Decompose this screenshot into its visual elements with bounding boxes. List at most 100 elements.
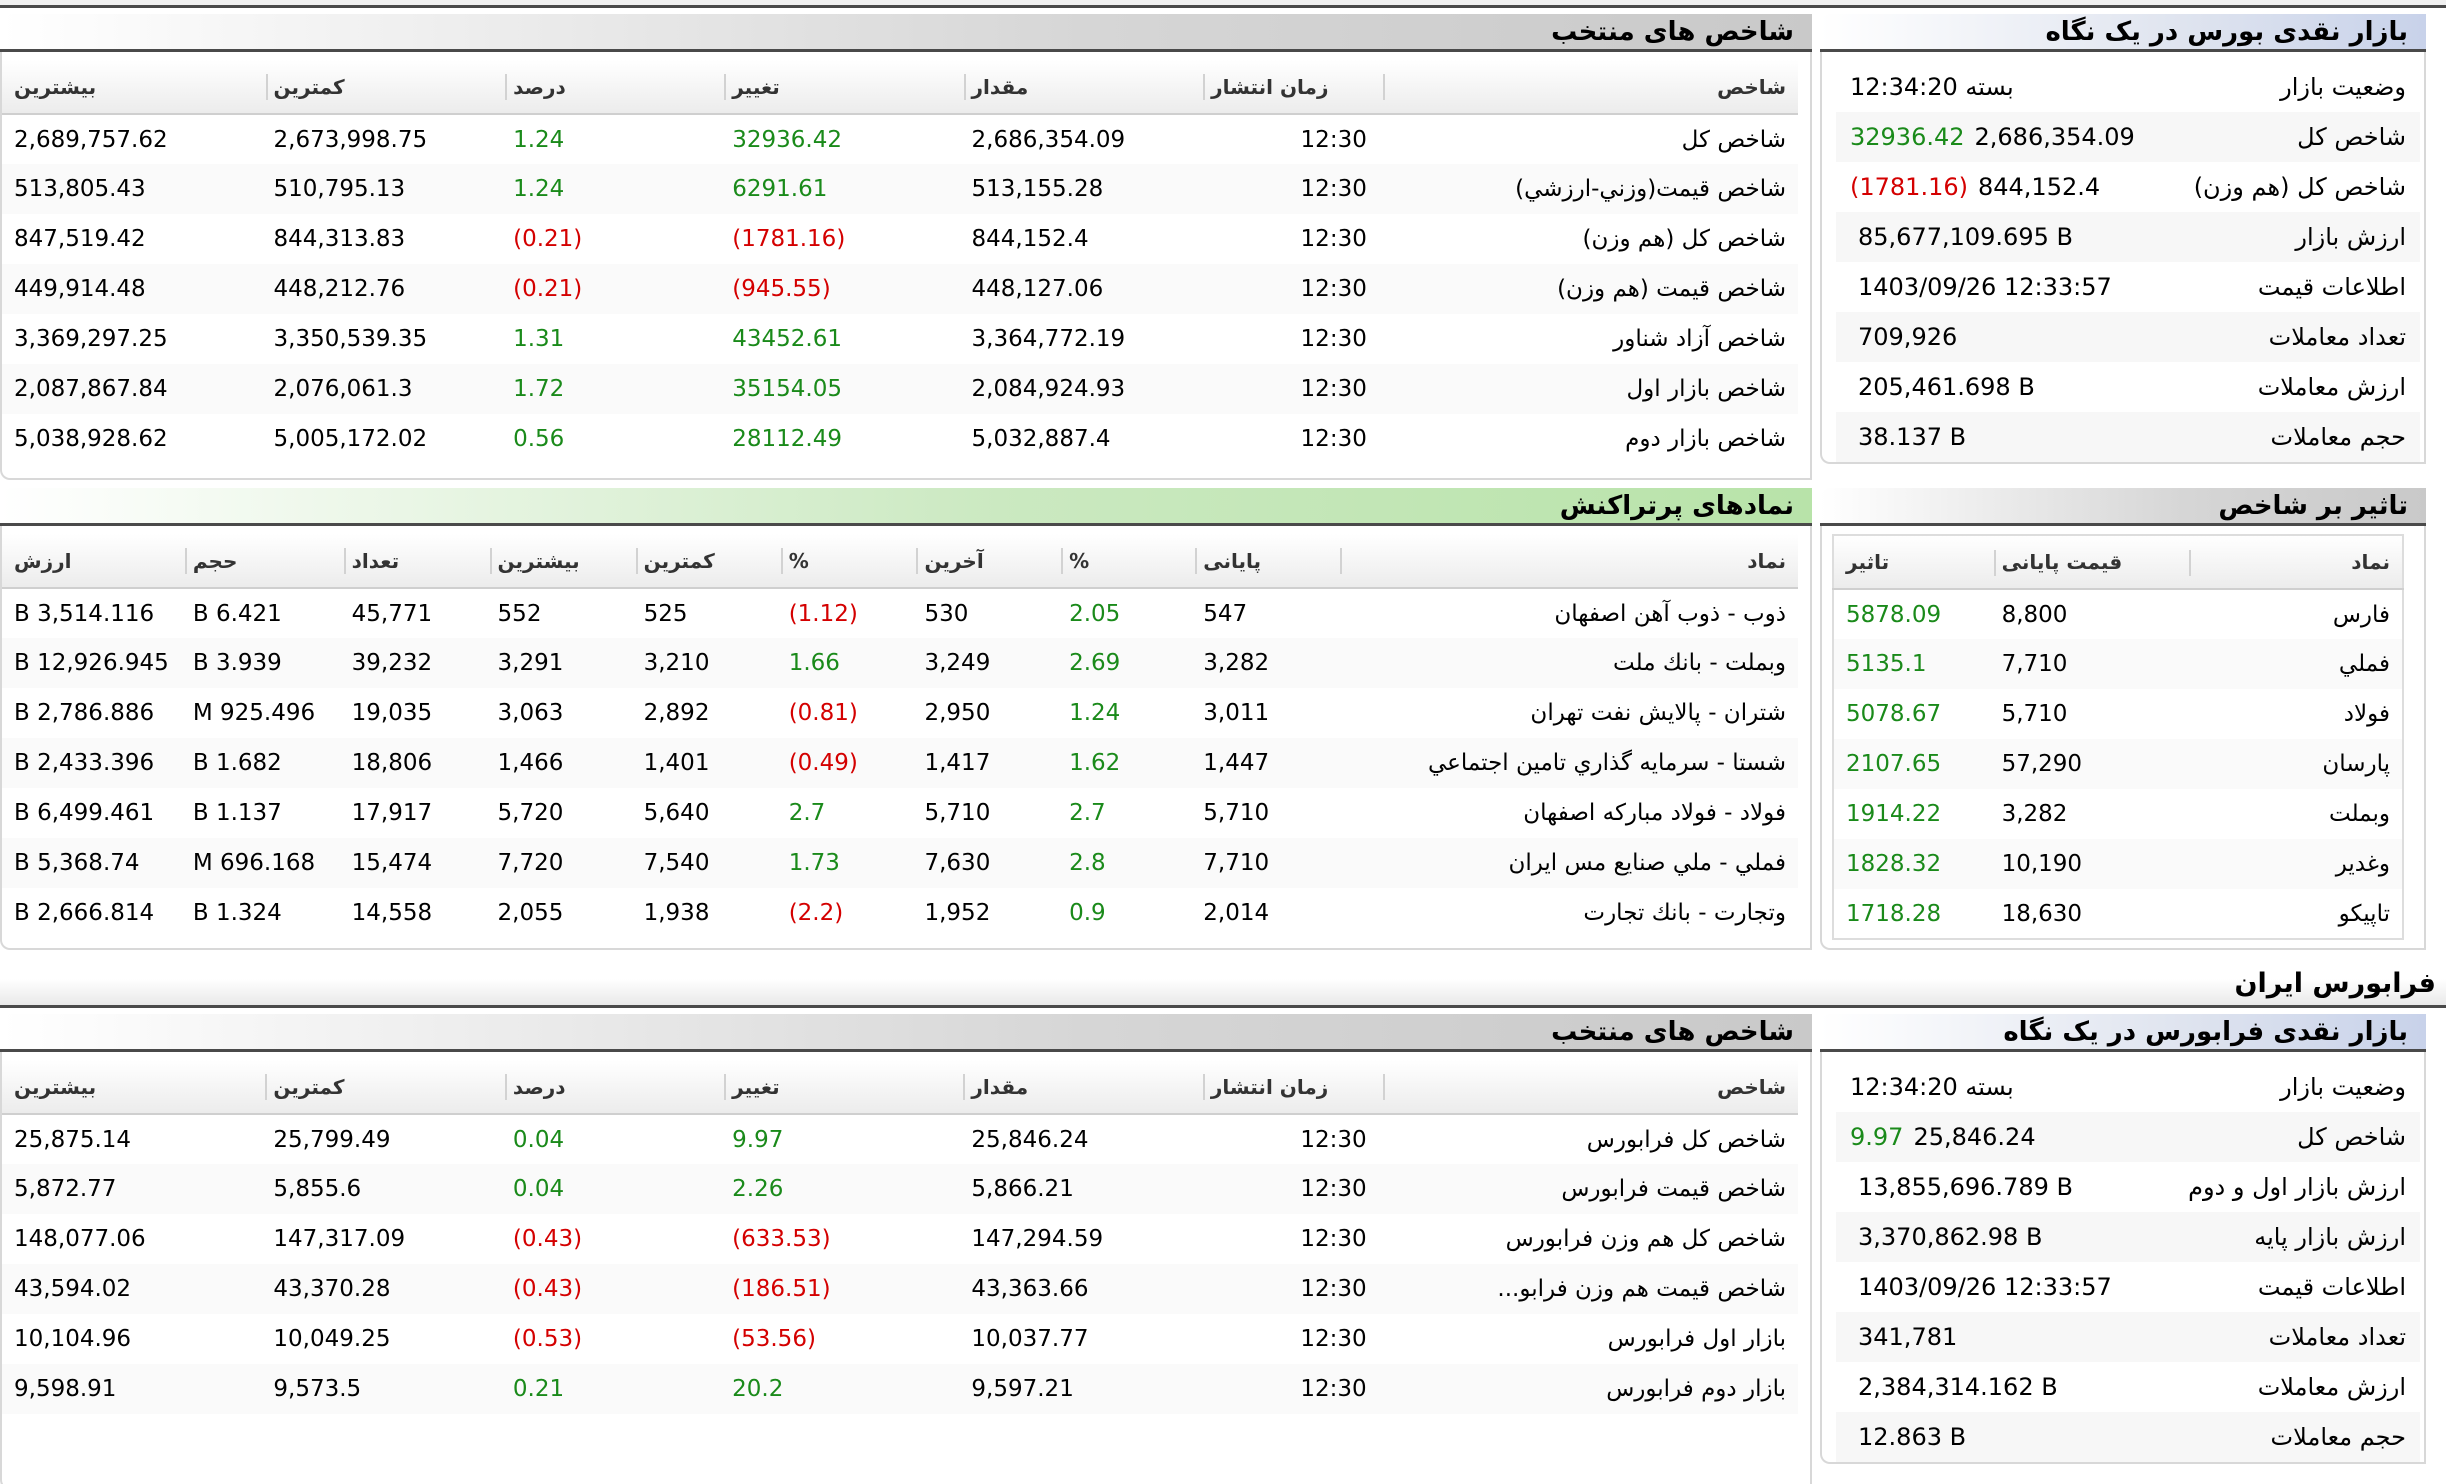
- column-header[interactable]: درصد: [501, 60, 721, 115]
- table-row[interactable]: وبملت 3,282 1914.22: [1833, 789, 2403, 839]
- table-row[interactable]: شاخص كل (هم وزن) 12:30 844,152.4 (1781.16) (…: [2, 214, 1798, 264]
- glance-label: ارزش معاملات: [2257, 1373, 2406, 1401]
- column-header[interactable]: آخرین: [912, 534, 1058, 589]
- column-header[interactable]: تغییر: [720, 60, 960, 115]
- cell-min: 10,049.25: [273, 1326, 391, 1352]
- symbol-name[interactable]: ذوب - ذوب آهن اصفهان: [1554, 600, 1786, 627]
- table-row[interactable]: بازار اول فرابورس 12:30 10,037.77 (53.56) (0…: [2, 1314, 1798, 1364]
- column-header[interactable]: تعداد: [339, 534, 486, 589]
- symbol-name[interactable]: وتجارت - بانك تجارت: [1583, 900, 1786, 926]
- column-header[interactable]: کمترین: [261, 60, 502, 115]
- index-name[interactable]: شاخص كل (هم وزن): [1582, 226, 1786, 252]
- index-name[interactable]: شاخص كل: [1681, 126, 1786, 153]
- column-header[interactable]: %: [776, 534, 913, 589]
- table-row[interactable]: وغدير 10,190 1828.32: [1833, 839, 2403, 889]
- index-name[interactable]: شاخص قيمت(وزني-ارزشي): [1378, 164, 1798, 214]
- index-name[interactable]: شاخص بازار دوم: [1625, 426, 1786, 452]
- column-header[interactable]: ارزش: [2, 534, 181, 589]
- cell-min: 43,370.28: [261, 1264, 501, 1314]
- table-row[interactable]: شاخص كل هم وزن فرابورس 12:30 147,294.59 (63…: [2, 1214, 1798, 1264]
- column-header[interactable]: بیشترین: [2, 1060, 262, 1115]
- cell-time: 12:30: [1199, 264, 1379, 314]
- symbol-name[interactable]: شستا - سرمايه گذاري تامين اجتماعي: [1335, 738, 1798, 788]
- column-header[interactable]: حجم: [180, 534, 340, 589]
- column-header[interactable]: کمترین: [631, 534, 777, 589]
- glance-label: ارزش بازار پایه: [2174, 1212, 2420, 1262]
- cell-value: 43,363.66: [959, 1264, 1199, 1314]
- table-row[interactable]: پارسان 57,290 2107.65: [1833, 739, 2403, 789]
- table-row[interactable]: شاخص قيمت هم وزن فرابو... 12:30 43,363.66(…: [2, 1264, 1798, 1314]
- index-name[interactable]: شاخص بازار اول: [1378, 364, 1798, 414]
- table-row[interactable]: فارس 8,800 5878.09: [1833, 589, 2403, 639]
- table-row[interactable]: فملي 7,710 5135.1: [1833, 639, 2403, 689]
- column-header[interactable]: کمترین: [261, 1060, 501, 1115]
- column-header[interactable]: تغییر: [720, 1060, 960, 1115]
- cell-count: 15,474: [339, 838, 486, 888]
- table-row[interactable]: بازار دوم فرابورس 12:30 9,597.21 20.2 0.21 9,…: [2, 1364, 1798, 1414]
- farabourse-glance-title: بازار نقدی فرابورس در یک نگاه: [1820, 1014, 2426, 1052]
- cell-change: 20.2: [720, 1364, 960, 1414]
- column-header[interactable]: قیمت پایانی: [1989, 535, 2185, 590]
- table-row[interactable]: شاخص آزاد شناور 12:30 3,364,772.19 43452.61…: [2, 314, 1798, 364]
- table-row[interactable]: شتران - پالايش نفت تهران 3,011 1.24 2,950 (0…: [2, 688, 1798, 738]
- index-name[interactable]: شاخص قيمت فرابورس: [1378, 1164, 1798, 1214]
- index-name[interactable]: شاخص قيمت هم وزن فرابو...: [1378, 1264, 1798, 1314]
- cell-value: 5,866.21: [959, 1164, 1199, 1214]
- column-header[interactable]: نماد: [1335, 534, 1798, 589]
- table-row[interactable]: شاخص كل 12:30 2,686,354.09 32936.42 1.24 2,67…: [2, 114, 1798, 164]
- symbol-name[interactable]: وبملت: [2328, 801, 2390, 827]
- farabourse-indices-box: شاخص زمان انتشار مقدار تغییر درصد کمترین بیشتر…: [0, 1052, 1812, 1484]
- column-header[interactable]: شاخص: [1378, 1060, 1798, 1115]
- table-row[interactable]: تاپيكو 18,630 1718.28: [1833, 889, 2403, 939]
- column-header[interactable]: زمان انتشار: [1199, 60, 1379, 115]
- index-name[interactable]: شاخص قيمت (هم وزن): [1378, 264, 1798, 314]
- cell-close: 5,710: [2001, 701, 2068, 727]
- index-name[interactable]: بازار اول فرابورس: [1607, 1326, 1786, 1352]
- glance-value-text: 38.137 B: [1858, 423, 1967, 451]
- cell-last-pct: (0.81): [788, 700, 858, 726]
- symbol-name[interactable]: فملي: [2184, 639, 2403, 689]
- cell-volume: 1.137 B: [192, 800, 282, 826]
- table-row[interactable]: وبملت - بانك ملت 3,282 2.69 3,249 1.66 3,210 3…: [2, 638, 1798, 688]
- cell-percent: 1.31: [513, 326, 565, 352]
- column-header[interactable]: پایانی: [1191, 534, 1336, 589]
- column-header[interactable]: مقدار: [959, 60, 1200, 115]
- table-row[interactable]: وتجارت - بانك تجارت 2,014 0.9 1,952 (2.2) 1,9…: [2, 888, 1798, 938]
- table-row[interactable]: فولاد - فولاد مباركه اصفهان 5,710 2.7 5,710…: [2, 788, 1798, 838]
- table-row[interactable]: شاخص بازار دوم 12:30 5,032,887.4 28112.49 0.…: [2, 414, 1798, 464]
- glance-value: 205,461.698 B: [1836, 362, 2180, 412]
- bourse-indices-panel: شاخص های منتخب شاخص زمان انتشار مقدار تغییر…: [0, 14, 1812, 480]
- table-row[interactable]: شاخص كل فرابورس 12:30 25,846.24 9.97 0.04 25,…: [2, 1114, 1798, 1164]
- symbol-name[interactable]: تاپيكو: [2338, 900, 2390, 927]
- symbol-name[interactable]: شتران - پالايش نفت تهران: [1530, 700, 1786, 726]
- symbol-name[interactable]: وبملت - بانك ملت: [1335, 638, 1798, 688]
- index-name[interactable]: شاخص كل فرابورس: [1586, 1126, 1786, 1153]
- table-row[interactable]: شاخص قيمت فرابورس 12:30 5,866.21 2.26 0.04 5,…: [2, 1164, 1798, 1214]
- symbol-name[interactable]: فملي - ملي صنايع مس ايران: [1335, 838, 1798, 888]
- symbol-name[interactable]: فارس: [2332, 601, 2390, 628]
- table-row[interactable]: شاخص قيمت(وزني-ارزشي) 12:30 513,155.28 6291…: [2, 164, 1798, 214]
- table-row[interactable]: شستا - سرمايه گذاري تامين اجتماعي 1,447 1.…: [2, 738, 1798, 788]
- table-row[interactable]: فملي - ملي صنايع مس ايران 7,710 2.8 7,630 1.…: [2, 838, 1798, 888]
- column-header[interactable]: درصد: [500, 1060, 721, 1115]
- column-header[interactable]: تاثیر: [1833, 535, 1990, 590]
- column-header[interactable]: شاخص: [1378, 60, 1798, 115]
- table-row[interactable]: فولاد 5,710 5078.67: [1833, 689, 2403, 739]
- column-header[interactable]: %: [1057, 534, 1192, 589]
- column-header[interactable]: بیشترین: [2, 60, 262, 115]
- symbol-name[interactable]: پارسان: [2184, 739, 2403, 789]
- table-row[interactable]: ذوب - ذوب آهن اصفهان 547 2.05 530 (1.12) 525 5…: [2, 588, 1798, 638]
- column-header[interactable]: نماد: [2184, 535, 2403, 590]
- glance-value: 38.137 B: [1836, 412, 2180, 462]
- index-name[interactable]: شاخص كل هم وزن فرابورس: [1505, 1226, 1786, 1252]
- table-row[interactable]: شاخص قيمت (هم وزن) 12:30 448,127.06 (945.55…: [2, 264, 1798, 314]
- column-header[interactable]: زمان انتشار: [1198, 1060, 1379, 1115]
- table-row[interactable]: شاخص بازار اول 12:30 2,084,924.93 35154.05 1…: [2, 364, 1798, 414]
- index-name[interactable]: بازار دوم فرابورس: [1378, 1364, 1798, 1414]
- column-header[interactable]: بیشترین: [485, 534, 632, 589]
- column-header[interactable]: مقدار: [959, 1060, 1199, 1115]
- symbol-name[interactable]: فولاد: [2343, 701, 2390, 727]
- symbol-name[interactable]: وغدير: [2184, 839, 2403, 889]
- symbol-name[interactable]: فولاد - فولاد مباركه اصفهان: [1523, 800, 1786, 826]
- index-name[interactable]: شاخص آزاد شناور: [1613, 326, 1786, 352]
